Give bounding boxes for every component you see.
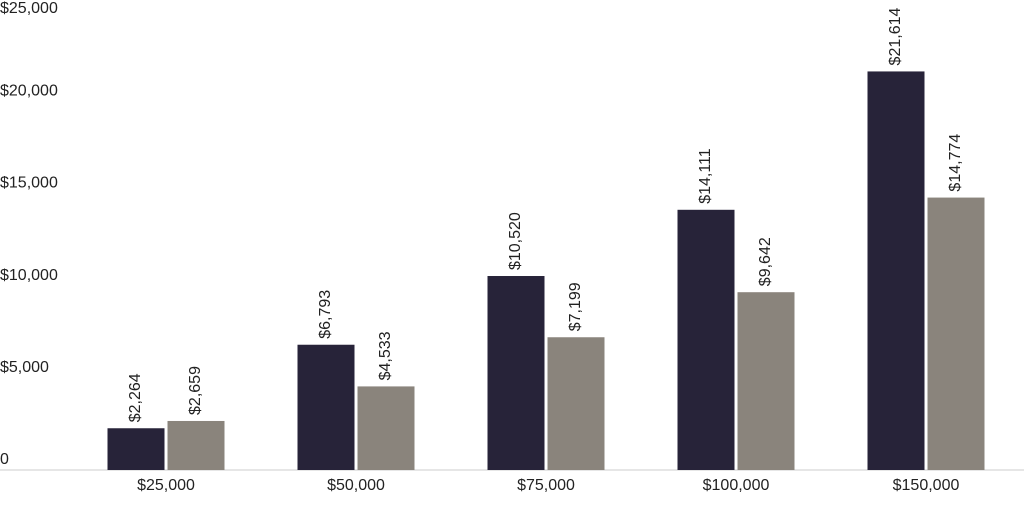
bar — [547, 337, 605, 470]
bar — [737, 292, 795, 470]
x-tick-label: $100,000 — [703, 477, 770, 494]
data-label: $9,642 — [757, 237, 774, 286]
y-tick-label: $25,000 — [0, 0, 58, 17]
bar — [107, 428, 165, 470]
x-tick-label: $150,000 — [893, 477, 960, 494]
data-label: $14,111 — [697, 148, 714, 204]
y-tick-label: $20,000 — [0, 82, 58, 99]
bar — [927, 197, 985, 470]
bar — [297, 344, 355, 470]
x-tick-label: $75,000 — [517, 477, 575, 494]
y-tick-label: $10,000 — [0, 267, 58, 284]
data-label: $2,264 — [127, 373, 144, 422]
bar — [677, 209, 735, 471]
y-tick-label: $15,000 — [0, 175, 58, 192]
data-label: $4,533 — [377, 331, 394, 380]
data-label: $21,614 — [887, 8, 904, 66]
data-label: $2,659 — [187, 366, 204, 415]
data-label: $6,793 — [317, 290, 334, 339]
bar — [167, 420, 225, 470]
x-tick-label: $50,000 — [327, 477, 385, 494]
data-label: $10,520 — [507, 212, 524, 270]
data-label: $14,774 — [947, 134, 964, 192]
bar — [357, 386, 415, 470]
x-tick-label: $25,000 — [137, 477, 195, 494]
bar — [867, 71, 925, 471]
data-label: $7,199 — [567, 282, 584, 331]
y-tick-label: 0 — [0, 451, 9, 468]
bar — [487, 276, 545, 470]
y-tick-label: $5,000 — [0, 359, 49, 376]
